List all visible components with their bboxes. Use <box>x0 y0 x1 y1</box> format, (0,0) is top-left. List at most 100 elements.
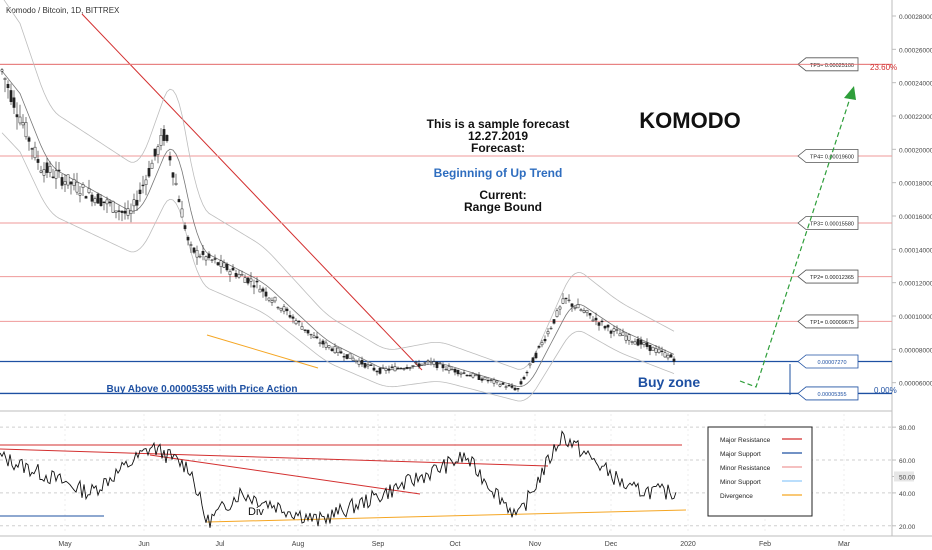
major-resistance-trendline <box>81 13 423 371</box>
buy-above-label: Buy Above 0.00005355 with Price Action <box>106 384 297 395</box>
buy-zone-label: Buy zone <box>638 374 700 390</box>
price-tick-label: 0.00010000 <box>899 314 932 321</box>
candle-body <box>387 368 391 371</box>
candle-body <box>555 310 559 317</box>
candle-body <box>219 260 223 267</box>
price-divergence-line <box>206 334 319 369</box>
forecast-line-4: Beginning of Up Trend <box>434 166 563 180</box>
candle-body <box>369 364 373 366</box>
candle-body <box>636 339 640 346</box>
candle-body <box>357 360 361 365</box>
candle-body <box>0 69 4 72</box>
candle-body <box>132 199 136 207</box>
candle-body <box>633 341 637 345</box>
level-callout-box <box>797 386 859 401</box>
candle-body <box>477 374 481 380</box>
candle-body <box>279 308 283 311</box>
candle-body <box>294 320 298 325</box>
candle-body <box>489 379 493 381</box>
candle-body <box>183 225 187 230</box>
candle-body <box>459 372 463 375</box>
candle-body <box>405 367 409 369</box>
price-tick-label: 0.00024000 <box>899 81 932 88</box>
candle-body <box>123 210 127 214</box>
candle-body <box>99 197 103 206</box>
month-label: 2020 <box>680 541 696 548</box>
candle-body <box>324 342 328 348</box>
candle-body <box>240 274 244 276</box>
candle-body <box>42 169 46 176</box>
forecast-line-5: Current: <box>479 188 526 202</box>
candle-body <box>270 300 274 303</box>
candle-body <box>48 166 52 173</box>
candle-body <box>345 354 349 359</box>
price-tick-label: 0.00018000 <box>899 181 932 188</box>
candle-body <box>420 363 424 366</box>
candle-body <box>237 273 241 278</box>
candle-body <box>558 306 562 310</box>
candle-body <box>66 174 70 186</box>
candle-body <box>351 357 355 361</box>
candle-body <box>192 247 196 253</box>
candle-body <box>81 184 85 188</box>
candle-body <box>570 303 574 307</box>
candle-body <box>18 116 22 124</box>
level-callout-box <box>797 269 859 284</box>
candle-body <box>201 250 205 255</box>
forecast-arrow <box>739 86 856 388</box>
candle-body <box>651 346 655 351</box>
forecast-line-3: Forecast: <box>471 141 525 155</box>
candle-body <box>39 170 43 173</box>
month-label: Sep <box>372 541 385 548</box>
candle-body <box>588 312 592 316</box>
candle-body <box>390 366 394 368</box>
candle-body <box>78 193 82 196</box>
candle-body <box>264 291 268 297</box>
candle-body <box>309 333 313 336</box>
month-label: Jul <box>216 541 225 548</box>
candle-body <box>432 361 436 365</box>
candle-body <box>141 184 145 187</box>
candle-body <box>75 181 79 193</box>
candle-body <box>426 360 430 362</box>
candle-body <box>96 193 100 204</box>
price-tick-label: 0.00022000 <box>899 114 932 121</box>
candle-body <box>21 122 25 126</box>
candle-body <box>660 350 664 353</box>
legend-label: Minor Support <box>720 479 761 486</box>
level-callout-label: TP5= 0.00025100 <box>810 63 854 69</box>
candle-body <box>258 288 262 293</box>
candle-body <box>246 277 250 284</box>
candle-body <box>621 331 625 336</box>
candle-body <box>303 329 307 331</box>
level-callout-label: TP3= 0.00015580 <box>810 222 854 228</box>
rsi-polyline <box>0 430 677 528</box>
candle-body <box>453 368 457 373</box>
candle-body <box>315 336 319 339</box>
candle-body <box>30 148 34 150</box>
level-callout-box <box>797 314 859 329</box>
price-tick-label: 0.00028000 <box>899 14 932 21</box>
price-tick-label: 0.00016000 <box>899 214 932 221</box>
rsi-resistance-trend-2 <box>149 454 421 495</box>
candle-body <box>276 306 280 309</box>
candle-body <box>234 273 238 277</box>
level-callout-box <box>797 149 859 163</box>
candle-body <box>378 367 382 374</box>
candle-body <box>306 329 310 334</box>
candle-body <box>117 210 121 212</box>
candle-body <box>147 168 151 177</box>
month-label: Aug <box>292 541 305 548</box>
candle-body <box>363 363 367 368</box>
price-tick-label: 0.00026000 <box>899 47 932 54</box>
candle-body <box>126 208 130 216</box>
rsi-tick-label: 60.00 <box>899 458 916 465</box>
candle-body <box>180 208 184 218</box>
candle-body <box>273 296 277 302</box>
div-label: Div <box>248 506 264 518</box>
candle-body <box>441 364 445 369</box>
candle-body <box>6 83 10 89</box>
candle-body <box>564 297 568 300</box>
candle-body <box>474 374 478 377</box>
